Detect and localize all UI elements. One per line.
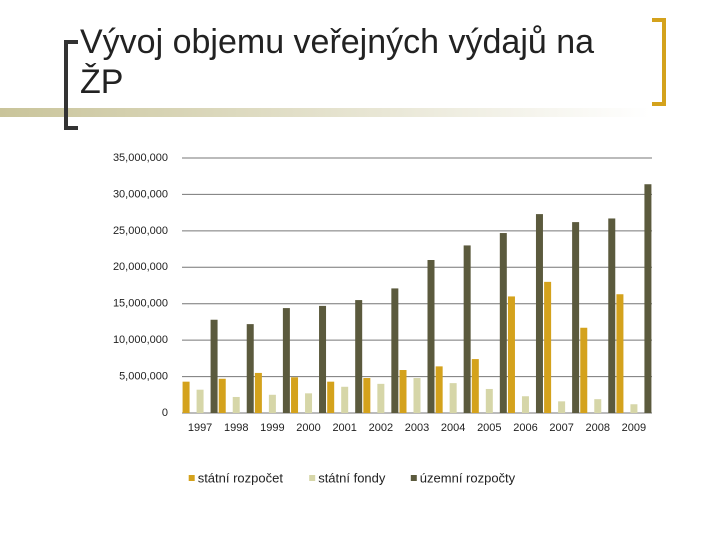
- bar: [355, 300, 363, 413]
- x-tick-label: 1997: [188, 422, 212, 434]
- y-tick-label: 25,000,000: [113, 225, 168, 237]
- bar: [521, 396, 529, 413]
- bar: [485, 388, 493, 413]
- x-tick-label: 2000: [296, 422, 320, 434]
- bar: [499, 233, 507, 413]
- legend-label: státní rozpočet: [198, 470, 284, 485]
- bar: [630, 404, 638, 413]
- bar: [535, 214, 543, 413]
- bar: [608, 218, 616, 413]
- bar: [319, 305, 327, 413]
- x-tick-label: 2004: [441, 422, 465, 434]
- x-tick-label: 2007: [549, 422, 573, 434]
- bar: [254, 372, 262, 413]
- bar: [210, 319, 218, 413]
- legend-swatch: [188, 475, 195, 481]
- bar: [282, 308, 290, 413]
- title-underline: [0, 108, 650, 117]
- bar: [399, 370, 407, 413]
- x-tick-label: 2009: [622, 422, 646, 434]
- bar: [232, 396, 240, 413]
- bar: [363, 378, 371, 413]
- bar: [507, 296, 515, 413]
- legend-label: státní fondy: [318, 470, 386, 485]
- x-tick-label: 2008: [586, 422, 610, 434]
- bar: [427, 260, 435, 413]
- bar: [196, 389, 204, 413]
- y-tick-label: 5,000,000: [119, 370, 168, 382]
- bar: [594, 399, 602, 413]
- y-tick-label: 0: [162, 407, 168, 419]
- x-tick-label: 1998: [224, 422, 248, 434]
- legend-swatch: [309, 475, 316, 481]
- y-tick-label: 35,000,000: [113, 152, 168, 164]
- bar: [558, 401, 566, 413]
- y-tick-label: 30,000,000: [113, 188, 168, 200]
- x-tick-label: 2006: [513, 422, 537, 434]
- x-tick-label: 2003: [405, 422, 429, 434]
- y-tick-label: 20,000,000: [113, 261, 168, 273]
- bar: [327, 381, 335, 413]
- legend-swatch: [410, 475, 417, 481]
- bar: [435, 366, 443, 413]
- x-tick-label: 2002: [369, 422, 393, 434]
- bar: [544, 281, 552, 413]
- y-tick-label: 15,000,000: [113, 298, 168, 310]
- bar: [580, 327, 588, 413]
- bar: [268, 394, 276, 413]
- bar: [377, 383, 385, 413]
- x-tick-label: 2001: [332, 422, 356, 434]
- bar: [644, 184, 652, 413]
- right-bracket: [652, 18, 666, 106]
- bar: [218, 378, 226, 413]
- bar: [616, 294, 624, 413]
- left-bracket: [64, 40, 78, 130]
- bar: [305, 393, 313, 413]
- legend-label: územní rozpočty: [420, 470, 516, 485]
- bar: [341, 386, 349, 413]
- bar: [471, 359, 479, 413]
- bar: [572, 222, 580, 413]
- slide-title: Vývoj objemu veřejných výdajů na ŽP: [80, 23, 595, 101]
- x-tick-label: 1999: [260, 422, 284, 434]
- bar: [449, 383, 457, 413]
- bar: [413, 378, 421, 413]
- y-tick-label: 10,000,000: [113, 334, 168, 346]
- bar: [291, 377, 299, 413]
- bar: [182, 381, 190, 413]
- x-tick-label: 2005: [477, 422, 501, 434]
- bar: [391, 288, 399, 413]
- bar: [246, 324, 254, 413]
- bar: [463, 245, 471, 413]
